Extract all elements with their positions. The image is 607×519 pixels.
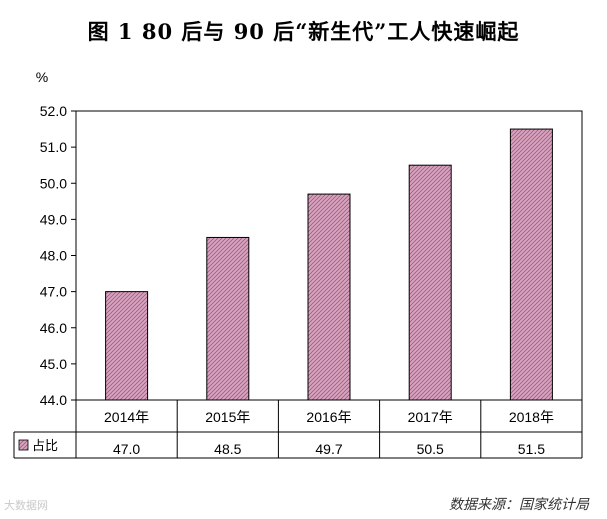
data-label: 49.7 [315,441,342,457]
y-axis-unit: % [36,69,48,85]
bar [206,236,250,401]
data-label: 50.5 [417,441,444,457]
bar [307,193,351,401]
y-tick-label: 45.0 [40,356,67,372]
chart-title: 图 1 80 后与 90 后“新生代”工人快速崛起 [87,19,520,44]
y-tick-label: 52.0 [40,103,67,119]
y-tick-label: 46.0 [40,320,67,336]
data-label: 48.5 [214,441,241,457]
bar [408,164,452,401]
bar [509,128,553,401]
y-tick-label: 49.0 [40,211,67,227]
y-tick-label: 48.0 [40,248,67,264]
x-category-label: 2018年 [509,409,554,425]
y-tick-label: 47.0 [40,284,67,300]
x-category-label: 2016年 [306,409,351,425]
x-category-label: 2014年 [104,409,149,425]
y-tick-label: 44.0 [40,392,67,408]
y-tick-label: 51.0 [40,139,67,155]
watermark: 大数据网 [4,500,48,512]
bar [105,291,149,401]
data-label: 47.0 [113,441,140,457]
data-source-note: 数据来源：国家统计局 [449,496,589,512]
legend-swatch [18,439,29,451]
legend-label: 占比 [32,439,58,454]
x-category-label: 2017年 [408,409,453,425]
y-tick-label: 50.0 [40,175,67,191]
x-category-label: 2015年 [205,409,250,425]
data-label: 51.5 [518,441,545,457]
